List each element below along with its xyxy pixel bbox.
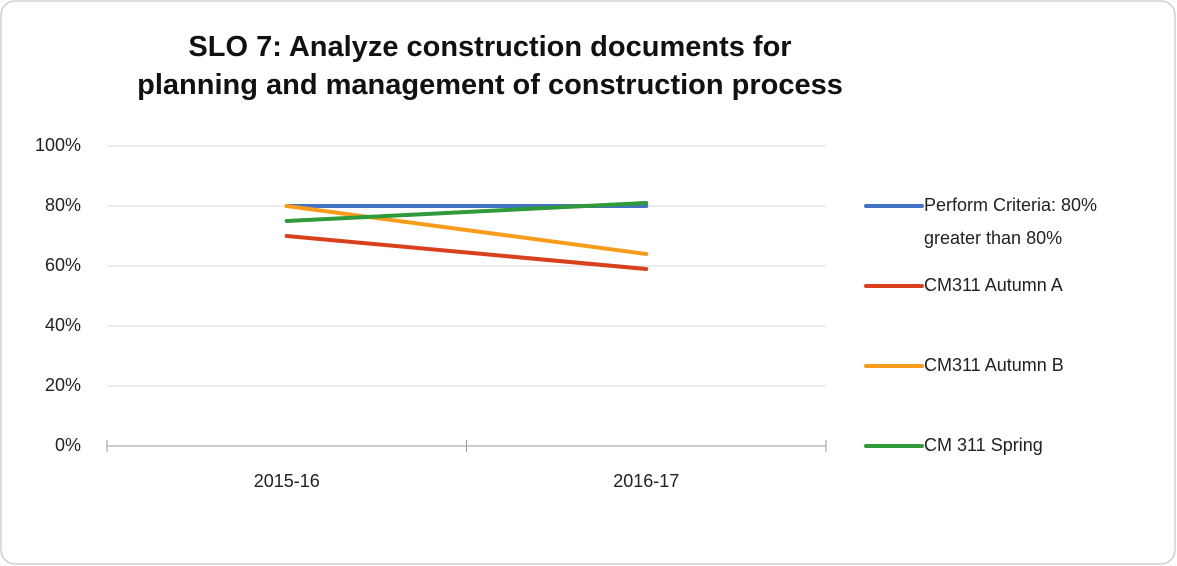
x-tick-label: 2015-16 — [254, 471, 320, 491]
x-tick-label: 2016-17 — [613, 471, 679, 491]
chart-title: SLO 7: Analyze construction documents fo… — [137, 31, 843, 101]
series-line — [284, 201, 649, 223]
y-tick-label: 100% — [35, 135, 81, 155]
y-tick-label: 80% — [45, 195, 81, 215]
legend-label: Perform Criteria: 80% greater than 80% — [924, 195, 1098, 248]
legend-label: CM 311 Spring — [924, 435, 1043, 455]
legend-label: CM311 Autumn B — [924, 355, 1064, 375]
y-tick-label: 40% — [45, 315, 81, 335]
y-tick-label: 0% — [55, 435, 81, 455]
series-line — [284, 204, 649, 256]
y-tick-label: 60% — [45, 255, 81, 275]
legend-label: CM311 Autumn A — [924, 275, 1063, 295]
series-line — [284, 234, 649, 271]
y-tick-label: 20% — [45, 375, 81, 395]
